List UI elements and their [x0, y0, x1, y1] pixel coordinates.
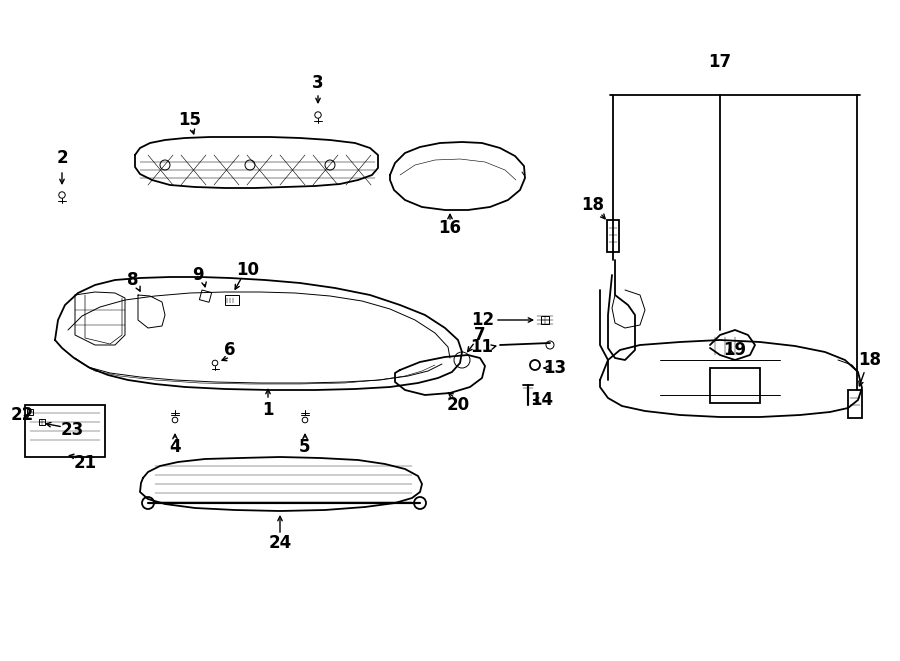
- Circle shape: [414, 497, 426, 509]
- Bar: [848, 390, 862, 418]
- Circle shape: [172, 417, 178, 423]
- Text: 16: 16: [438, 219, 462, 237]
- Text: 21: 21: [74, 454, 96, 472]
- Text: 12: 12: [472, 311, 495, 329]
- Circle shape: [530, 360, 540, 370]
- Text: 1: 1: [262, 401, 274, 419]
- Text: 11: 11: [471, 338, 493, 356]
- Bar: [710, 368, 760, 403]
- Text: 22: 22: [11, 406, 33, 424]
- Text: 3: 3: [312, 74, 324, 92]
- Text: 18: 18: [581, 196, 605, 214]
- Text: 8: 8: [127, 271, 139, 289]
- Bar: [225, 295, 239, 305]
- Circle shape: [160, 160, 170, 170]
- Text: 23: 23: [60, 421, 84, 439]
- Text: 14: 14: [530, 391, 554, 409]
- Circle shape: [302, 417, 308, 423]
- Bar: [200, 290, 212, 302]
- Text: 24: 24: [268, 534, 292, 552]
- Circle shape: [212, 360, 218, 366]
- Text: 4: 4: [169, 438, 181, 456]
- Circle shape: [325, 160, 335, 170]
- Text: 15: 15: [178, 111, 202, 129]
- Text: 13: 13: [544, 359, 567, 377]
- Text: 20: 20: [446, 396, 470, 414]
- Bar: [607, 220, 619, 252]
- Circle shape: [315, 112, 321, 118]
- Text: 9: 9: [193, 266, 203, 284]
- Text: 5: 5: [299, 438, 310, 456]
- Bar: [541, 316, 549, 324]
- Text: 17: 17: [708, 53, 732, 71]
- Bar: [25, 405, 105, 457]
- Text: 18: 18: [859, 351, 881, 369]
- Circle shape: [58, 192, 65, 198]
- Circle shape: [546, 341, 554, 349]
- Text: 10: 10: [237, 261, 259, 279]
- Bar: [27, 409, 33, 415]
- Text: 6: 6: [224, 341, 236, 359]
- Circle shape: [142, 497, 154, 509]
- Bar: [39, 419, 45, 425]
- Text: 2: 2: [56, 149, 68, 167]
- Circle shape: [454, 352, 470, 368]
- Text: 7: 7: [474, 326, 486, 344]
- Circle shape: [245, 160, 255, 170]
- Text: 19: 19: [724, 341, 747, 359]
